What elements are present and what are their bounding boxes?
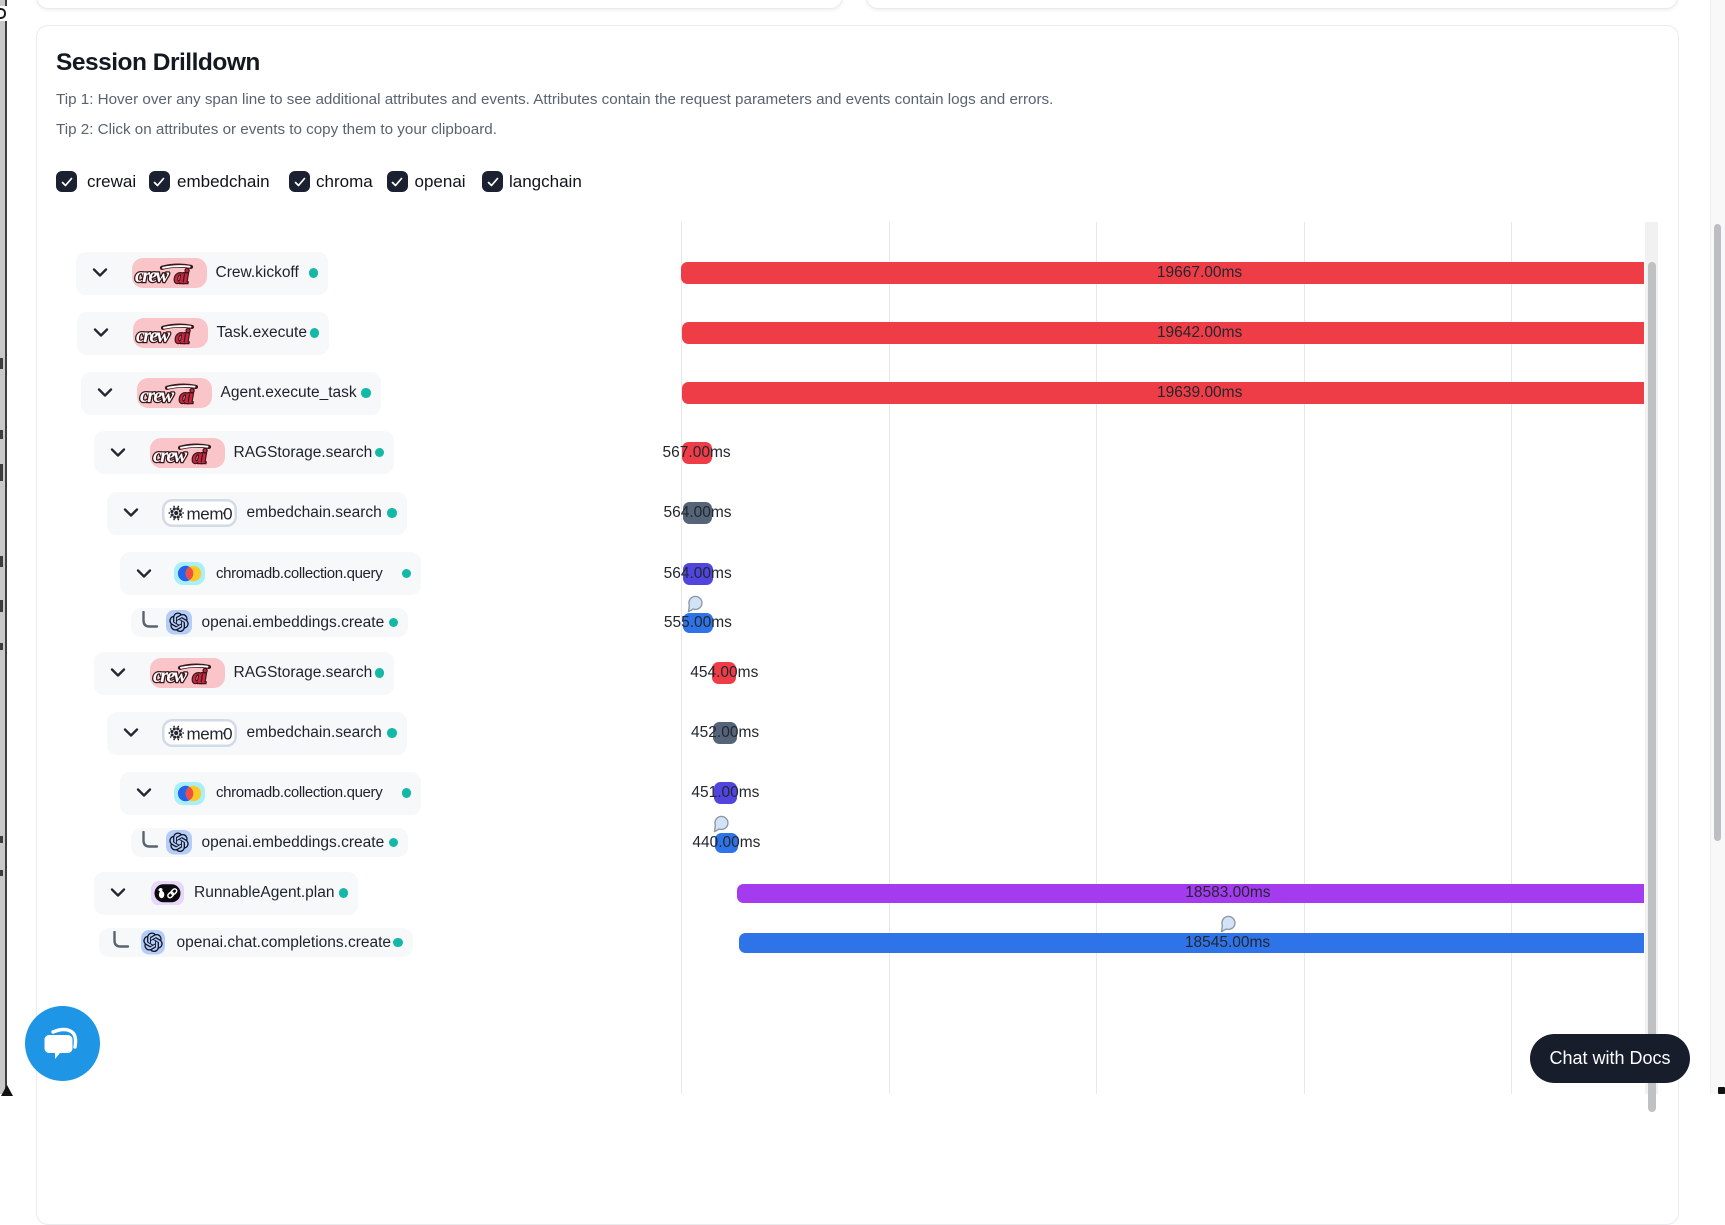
svg-text:ai: ai: [179, 386, 194, 408]
svg-text:ai: ai: [175, 326, 190, 348]
svg-text:mem0: mem0: [187, 505, 233, 524]
svg-text:ai: ai: [174, 266, 189, 288]
svg-text:mem0: mem0: [187, 725, 233, 744]
svg-text:ai: ai: [192, 446, 207, 468]
svg-text:ai: ai: [192, 666, 207, 688]
